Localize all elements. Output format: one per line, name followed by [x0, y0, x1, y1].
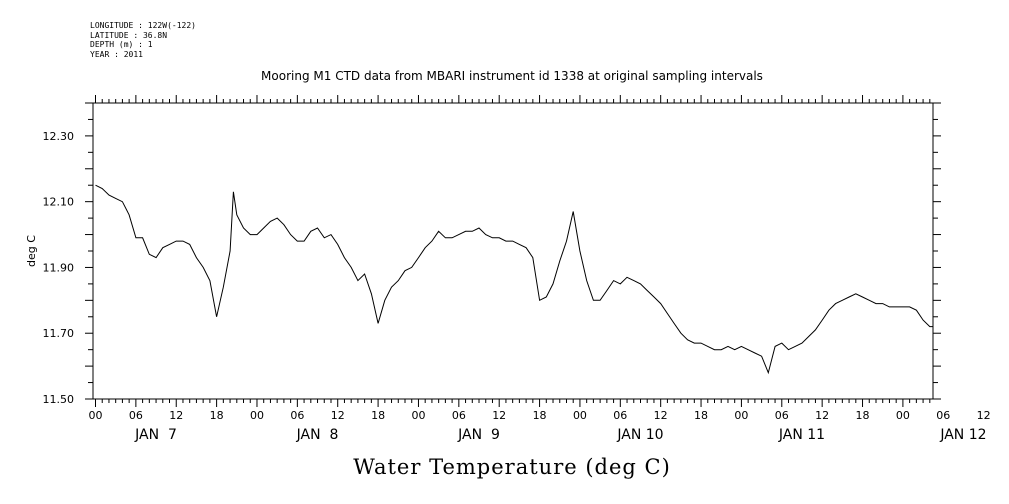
hour-tick-label: 00	[573, 409, 587, 422]
hour-tick-label: 12	[169, 409, 183, 422]
hour-tick-label: 18	[210, 409, 224, 422]
hour-tick-label: 06	[452, 409, 466, 422]
longitude-text: LONGITUDE : 122W(-122)	[90, 21, 196, 30]
day-label: JAN 7	[134, 427, 177, 443]
hour-tick-label: 12	[654, 409, 668, 422]
y-tick-label: 12.30	[43, 130, 75, 143]
y-tick-label: 12.10	[43, 196, 75, 209]
latitude-text: LATITUDE : 36.8N	[90, 30, 168, 40]
day-label: JAN 12	[939, 427, 986, 443]
hour-tick-label: 18	[856, 409, 870, 422]
day-label: JAN 10	[616, 427, 663, 443]
hour-tick-label: 18	[371, 409, 385, 422]
hour-tick-label: 06	[129, 409, 143, 422]
hour-tick-label: 00	[89, 409, 103, 422]
hour-tick-label: 12	[331, 409, 345, 422]
hour-tick-label: 18	[694, 409, 708, 422]
hour-tick-label: 00	[896, 409, 910, 422]
y-tick-label: 11.70	[43, 327, 75, 340]
hour-tick-label: 18	[533, 409, 547, 422]
metadata-block: LONGITUDE : 122W(-122) LATITUDE : 36.8N …	[90, 21, 196, 59]
hour-tick-label: 06	[775, 409, 789, 422]
plot-frame	[92, 102, 934, 400]
hour-tick-label: 00	[250, 409, 264, 422]
chart-title: Mooring M1 CTD data from MBARI instrumen…	[261, 69, 763, 83]
day-label: JAN 11	[778, 427, 825, 443]
x-axis-label: Water Temperature (deg C)	[353, 455, 671, 479]
y-tick-label: 11.90	[43, 261, 75, 274]
depth-text: DEPTH (m) : 1	[90, 40, 153, 49]
hour-tick-labels: 00 06 12 18 00 06 12 18 00 06 12 18 00 06 12 18 00 06 12 18…	[89, 409, 991, 422]
hour-tick-label: 00	[411, 409, 425, 422]
y-tick-labels: 11.50 11.70 11.90 12.10 12.30	[43, 130, 75, 406]
hour-tick-label: 12	[977, 409, 991, 422]
hour-tick-label: 06	[936, 409, 950, 422]
hour-tick-label: 12	[815, 409, 829, 422]
hour-tick-label: 06	[290, 409, 304, 422]
y-tick-label: 11.50	[43, 393, 75, 406]
day-label: JAN 8	[296, 427, 339, 443]
year-text: YEAR : 2011	[90, 49, 143, 59]
day-label: JAN 9	[457, 427, 500, 443]
y-axis-label: deg C	[25, 235, 38, 267]
hour-tick-label: 00	[734, 409, 748, 422]
axis-ticks	[85, 95, 941, 407]
temperature-series-line	[95, 119, 934, 375]
hour-tick-label: 06	[613, 409, 627, 422]
hour-tick-label: 12	[492, 409, 506, 422]
